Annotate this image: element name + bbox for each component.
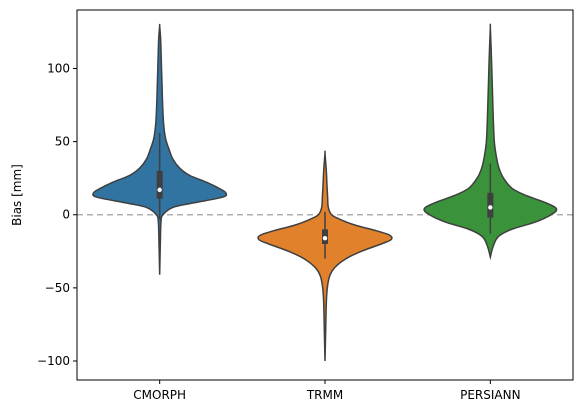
x-tick-label-cmorph: CMORPH	[133, 388, 186, 402]
x-tick-label-trmm: TRMM	[306, 388, 343, 402]
y-axis-label: Bias [mm]	[10, 164, 24, 226]
violin-persiann	[423, 23, 558, 261]
median-dot-trmm	[322, 235, 328, 241]
x-tick-label-persiann: PERSIANN	[460, 388, 520, 402]
median-dot-persiann	[488, 205, 493, 210]
y-tick-label: 0	[62, 208, 70, 222]
violins-layer	[92, 23, 558, 362]
iqr-box-cmorph	[156, 170, 163, 199]
y-tick-label: −100	[37, 354, 70, 368]
y-tick-label: 100	[47, 61, 70, 75]
y-tick-label: 50	[55, 135, 70, 149]
y-tick-label: −50	[45, 281, 70, 295]
y-axis: −100 −50 0 50 100	[37, 61, 77, 368]
x-axis: CMORPH TRMM PERSIANN	[133, 380, 521, 402]
median-dot-cmorph	[157, 187, 162, 193]
